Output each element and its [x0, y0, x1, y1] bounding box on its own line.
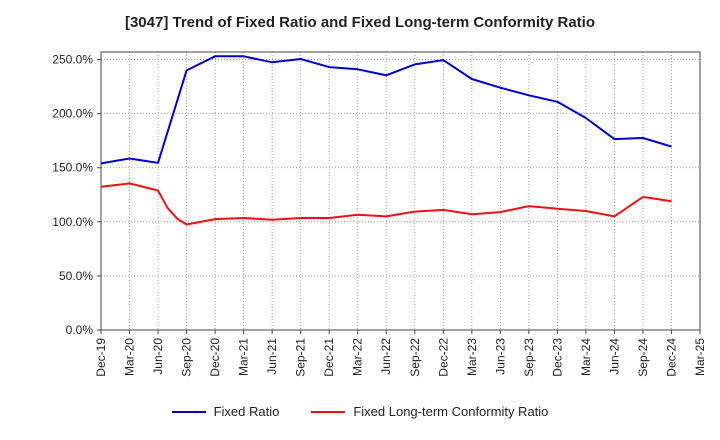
x-tick-label: Dec-19 [94, 338, 108, 377]
y-tick-label: 150.0% [52, 161, 93, 175]
series-layer [100, 55, 672, 226]
x-tick-label: Jun-21 [265, 338, 279, 375]
x-tick-label: Jun-23 [493, 338, 507, 375]
x-tick-label: Mar-25 [693, 338, 707, 376]
series-line-1 [100, 182, 672, 226]
chart-title: [3047] Trend of Fixed Ratio and Fixed Lo… [124, 14, 596, 31]
series-line-0 [100, 55, 672, 165]
legend-swatch-fixed-long-term-conformity-ratio [311, 410, 346, 413]
x-tick-label: Sep-24 [636, 338, 650, 377]
y-tick-label: 0.0% [66, 323, 94, 337]
axis-layer [97, 51, 701, 334]
legend-swatch-fixed-ratio [171, 410, 206, 413]
legend-label-fixed-long-term-conformity-ratio: Fixed Long-term Conformity Ratio [353, 404, 549, 419]
legend-item-fixed-long-term-conformity-ratio: Fixed Long-term Conformity Ratio [311, 404, 548, 419]
x-tick-label: Jun-22 [379, 338, 393, 375]
x-tick-label: Jun-20 [151, 338, 165, 375]
y-tick-label: 250.0% [52, 53, 93, 67]
x-tick-label: Mar-21 [237, 338, 251, 376]
legend-item-fixed-ratio: Fixed Ratio [171, 404, 280, 419]
legend: Fixed Ratio Fixed Long-term Conformity R… [0, 404, 720, 419]
plot-frame [100, 51, 701, 331]
x-tick-label: Dec-22 [436, 338, 450, 377]
x-tick-label: Mar-20 [123, 338, 137, 376]
label-layer: Dec-19 Mar-20 Jun-20 Sep-20 Dec-20 Mar-21 Jun-… [52, 53, 707, 377]
x-tick-label: Sep-20 [180, 338, 194, 377]
x-tick-label: Sep-23 [522, 338, 536, 377]
x-tick-label: Sep-22 [408, 338, 422, 377]
grid-layer [100, 52, 701, 331]
x-tick-label: Dec-24 [664, 338, 678, 377]
x-tick-label: Dec-20 [208, 338, 222, 377]
legend-label-fixed-ratio: Fixed Ratio [213, 404, 280, 419]
y-tick-label: 100.0% [52, 215, 93, 229]
y-tick-label: 50.0% [59, 269, 93, 283]
x-tick-label: Dec-23 [550, 338, 564, 377]
x-tick-label: Sep-21 [294, 338, 308, 377]
x-tick-label: Mar-24 [579, 338, 593, 376]
y-tick-label: 200.0% [52, 107, 93, 121]
x-tick-label: Dec-21 [322, 338, 336, 377]
x-tick-label: Jun-24 [607, 338, 621, 375]
x-tick-label: Mar-22 [351, 338, 365, 376]
x-tick-label: Mar-23 [465, 338, 479, 376]
